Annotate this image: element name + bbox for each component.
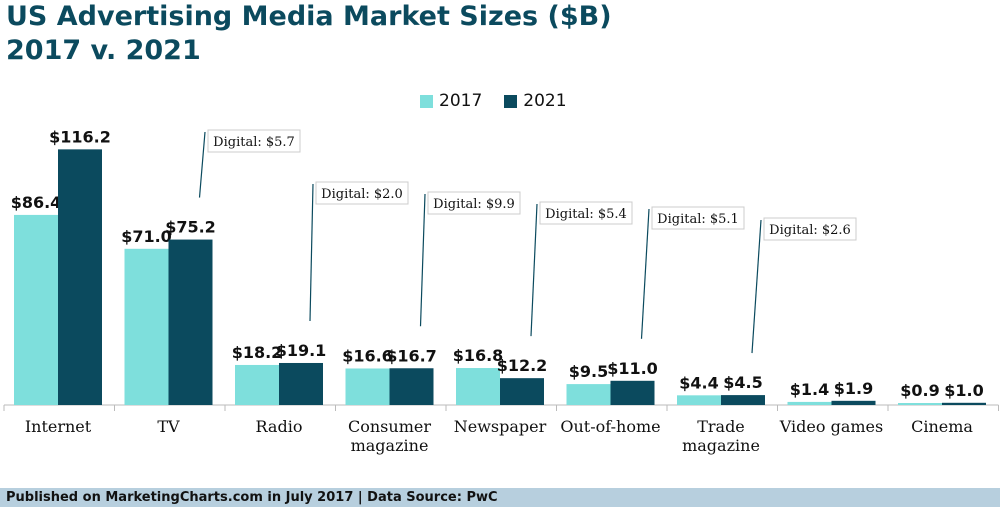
x-tick-label: Video games	[779, 417, 883, 436]
x-tick-label-line: magazine	[682, 436, 760, 455]
x-tick-label: Out-of-home	[560, 417, 660, 436]
bar-2021	[831, 400, 876, 405]
annotation-text: Digital: $5.7	[213, 135, 295, 150]
bar-2017	[456, 368, 500, 405]
bar-2017	[14, 214, 58, 405]
x-tick-label-line: Out-of-home	[560, 417, 660, 436]
bar-2017	[124, 248, 169, 405]
x-tick-label-line: magazine	[351, 436, 429, 455]
x-tick-label-line: Internet	[25, 417, 92, 436]
x-tick-label-line: Trade	[697, 417, 745, 436]
bar-2021	[168, 239, 213, 405]
source-footer: Published on MarketingCharts.com in July…	[0, 488, 1000, 507]
annotation-leader-line	[751, 219, 762, 354]
bar-2021	[500, 378, 544, 405]
legend-item-2021: 2021	[504, 91, 567, 111]
x-tick-label: Newspaper	[454, 417, 547, 436]
source-footer-text: Published on MarketingCharts.com in July…	[6, 490, 498, 505]
data-label-2017: $16.8	[453, 346, 504, 365]
data-label-2017: $86.4	[11, 193, 62, 212]
data-label-2017: $0.9	[900, 381, 939, 400]
chart-title: US Advertising Media Market Sizes ($B) 2…	[6, 0, 612, 68]
x-tick-label-line: Newspaper	[454, 417, 547, 436]
annotation-leader-line	[640, 208, 650, 339]
data-label-2021: $1.9	[834, 379, 873, 398]
bar-2017	[677, 395, 721, 405]
data-label-2017: $1.4	[790, 380, 829, 399]
x-tick-label-line: Video games	[779, 417, 883, 436]
annotation-box	[427, 191, 521, 215]
data-label-2021: $4.5	[723, 373, 762, 392]
data-label-2021: $11.0	[607, 359, 658, 378]
data-label-2021: $1.0	[944, 381, 983, 400]
x-tick-label-line: Consumer	[348, 417, 431, 436]
data-label-2021: $75.2	[165, 218, 216, 237]
legend-swatch-2017	[420, 94, 433, 108]
bar-2021	[942, 402, 986, 405]
data-label-2017: $4.4	[679, 373, 718, 392]
annotation-box	[651, 206, 745, 230]
bar-2021	[721, 395, 765, 405]
data-label-2017: $16.6	[342, 346, 393, 365]
chart-title-line-1: US Advertising Media Market Sizes ($B)	[6, 1, 612, 32]
x-tick-label-line: TV	[157, 417, 180, 436]
bar-2021	[279, 362, 323, 405]
legend-label-2017: 2017	[439, 91, 483, 111]
bar-2017	[898, 403, 942, 405]
annotation-box	[207, 129, 301, 153]
x-tick-label: Internet	[25, 417, 92, 436]
data-label-2017: $9.5	[569, 362, 608, 381]
annotation-text: Digital: $5.1	[657, 212, 739, 227]
x-tick-label: Radio	[256, 417, 303, 436]
bar-2017	[235, 364, 279, 405]
legend-item-2017: 2017	[420, 91, 482, 111]
annotation-box	[763, 217, 857, 241]
legend-label-2021: 2021	[523, 91, 567, 111]
data-label-2021: $16.7	[386, 346, 437, 365]
chart-legend: 2017 2021	[420, 90, 589, 112]
legend-swatch-2021	[504, 94, 518, 108]
x-tick-label: Trade magazine	[682, 417, 760, 455]
data-label-2017: $71.0	[121, 227, 172, 246]
bar-2017	[566, 384, 611, 405]
bar-2021	[389, 368, 434, 405]
annotation-box	[315, 181, 409, 205]
bar-2021	[610, 380, 655, 405]
bar-2017	[345, 368, 390, 405]
annotation-leader-line	[530, 203, 538, 337]
annotation-leader-line	[309, 183, 314, 321]
annotation-text: Digital: $2.6	[769, 223, 851, 238]
data-label-2017: $18.2	[232, 343, 283, 362]
data-label-2021: $19.1	[276, 341, 327, 360]
x-tick-label: Consumer magazine	[348, 417, 431, 455]
x-tick-label: TV	[157, 417, 180, 436]
chart-title-line-2: 2017 v. 2021	[6, 35, 201, 66]
x-tick-label-line: Radio	[256, 417, 303, 436]
annotation-box	[539, 201, 633, 225]
x-tick-label-line: Cinema	[911, 417, 973, 436]
annotation-text: Digital: $2.0	[321, 187, 403, 202]
x-tick-label: Cinema	[911, 417, 973, 436]
annotation-leader-line	[198, 131, 206, 198]
annotation-leader-line	[419, 193, 426, 327]
bar-2017	[787, 401, 832, 405]
data-label-2021: $12.2	[497, 356, 548, 375]
data-label-2021: $116.2	[49, 127, 111, 146]
annotation-text: Digital: $9.9	[433, 197, 515, 212]
annotation-text: Digital: $5.4	[545, 207, 627, 222]
bar-2021	[58, 149, 102, 405]
